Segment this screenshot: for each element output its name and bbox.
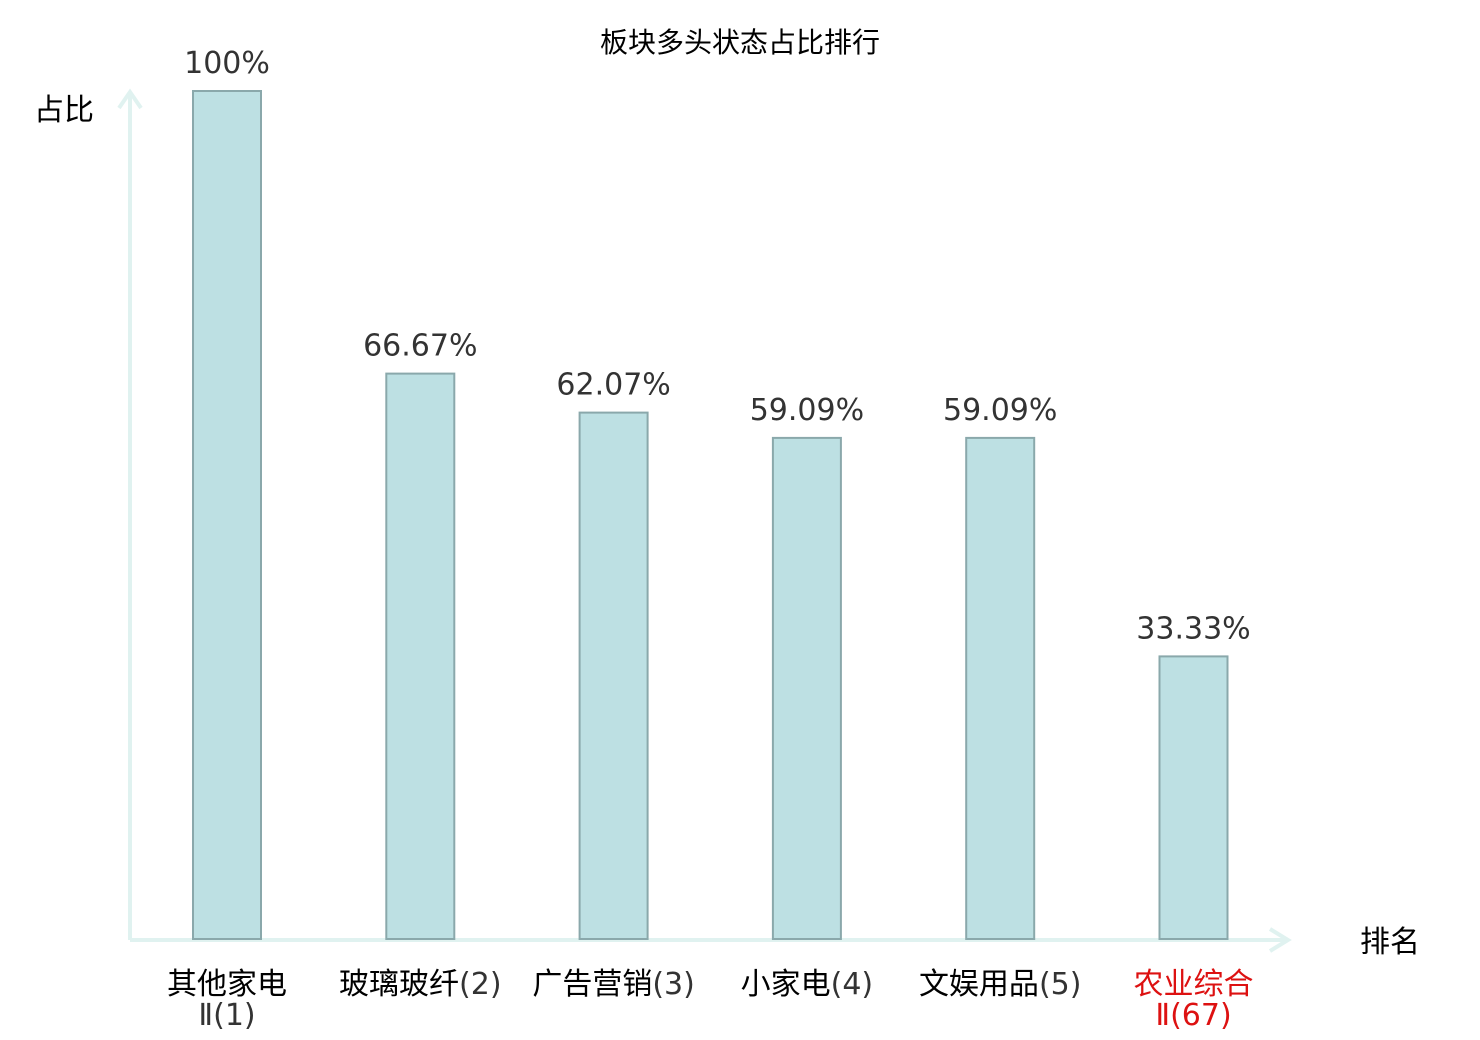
value-label-1: 100% bbox=[184, 46, 270, 81]
bar-5 bbox=[965, 436, 1036, 940]
category-label-2: 玻璃玻纤(2) bbox=[339, 967, 502, 1002]
category-rank-1: Ⅱ(1) bbox=[198, 998, 255, 1033]
category-name-2: 玻璃玻纤 bbox=[339, 967, 459, 1002]
x-axis-arrow bbox=[1268, 927, 1292, 953]
category-label-6: 农业综合 bbox=[1134, 967, 1254, 1002]
bar-1 bbox=[192, 90, 262, 940]
value-label-6: 33.33% bbox=[1136, 611, 1250, 646]
category-rank-5: (5) bbox=[1039, 967, 1082, 1002]
value-label-4: 59.09% bbox=[750, 393, 864, 428]
y-axis-arrow bbox=[117, 88, 143, 110]
bar-2 bbox=[385, 372, 456, 941]
category-label-3: 广告营销(3) bbox=[532, 967, 695, 1002]
category-label-4: 小家电(4) bbox=[741, 967, 874, 1002]
category-rank-6: Ⅱ(67) bbox=[1155, 998, 1231, 1033]
category-label-5: 文娱用品(5) bbox=[919, 967, 1081, 1002]
value-label-2: 66.67% bbox=[363, 329, 477, 364]
category-label-1: 其他家电 bbox=[167, 967, 287, 1002]
bar-4 bbox=[771, 436, 842, 940]
x-axis-label: 排名 bbox=[1360, 925, 1420, 960]
category-name-5: 文娱用品 bbox=[919, 967, 1039, 1002]
category-rank-3: (3) bbox=[652, 967, 695, 1002]
value-label-3: 62.07% bbox=[556, 368, 670, 403]
category-rank-4: (4) bbox=[831, 967, 874, 1002]
bar-6 bbox=[1158, 655, 1229, 941]
y-axis-label: 占比 bbox=[34, 93, 94, 128]
category-name-3: 广告营销 bbox=[532, 967, 652, 1002]
chart-title: 板块多头状态占比排行 bbox=[600, 26, 880, 59]
bar-3 bbox=[578, 411, 649, 941]
value-label-5: 59.09% bbox=[943, 393, 1057, 428]
category-rank-2: (2) bbox=[459, 967, 502, 1002]
category-name-4: 小家电 bbox=[741, 967, 831, 1002]
